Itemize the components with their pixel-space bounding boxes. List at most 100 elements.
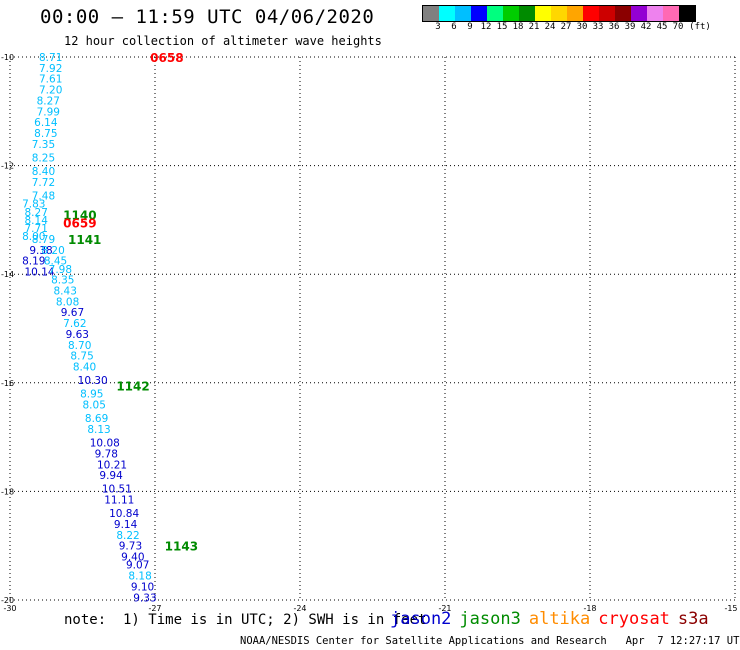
credit-line: NOAA/NESDIS Center for Satellite Applica… [240, 635, 740, 647]
wave-height-value: 8.27 [25, 207, 48, 219]
wave-height-value: 8.27 [37, 95, 60, 107]
wave-height-value: 9.73 [119, 541, 142, 553]
pass-time-label: 0658 [150, 51, 183, 65]
wave-height-value: 8.45 [44, 256, 67, 268]
wave-height-value: 9.78 [95, 448, 118, 460]
scale-swatch [551, 6, 567, 21]
scale-label: 39 [624, 22, 636, 32]
scale-swatch [455, 6, 471, 21]
wave-height-value: 9.94 [99, 470, 123, 482]
wave-height-value: 10.14 [25, 266, 55, 278]
lon-tick-label: -18 [583, 604, 596, 613]
lon-tick-label: -30 [3, 604, 16, 613]
wave-height-value: 10.30 [78, 375, 108, 387]
wave-height-value: 9.10 [131, 581, 154, 593]
scale-label: 21 [528, 22, 540, 32]
scale-swatch [679, 6, 695, 21]
wave-height-value: 9.40 [121, 552, 144, 564]
scale-swatch [503, 6, 519, 21]
wave-height-value: 8.79 [32, 234, 55, 246]
scale-swatch [615, 6, 631, 21]
wave-height-value: 7.72 [32, 177, 55, 189]
wave-height-value: 7.61 [39, 74, 62, 86]
scale-swatch [567, 6, 583, 21]
map-subtitle: 12 hour collection of altimeter wave hei… [64, 34, 382, 48]
wave-height-points: 8.717.927.617.208.277.996.148.757.358.25… [22, 52, 157, 604]
lat-tick-label: -10 [1, 53, 14, 62]
wave-height-value: 8.95 [80, 389, 103, 401]
wave-height-value: 10.84 [109, 508, 139, 520]
scale-swatch [423, 6, 439, 21]
wave-height-value: 8.75 [70, 351, 93, 363]
wave-height-value: 9.38 [29, 245, 52, 257]
scale-label: 15 [496, 22, 508, 32]
lon-tick-label: -21 [438, 604, 451, 613]
scale-swatch [647, 6, 663, 21]
pass-time-label: 1140 [63, 208, 96, 222]
wave-height-value: 7.48 [32, 190, 55, 202]
legend-jason2: jason2 [390, 609, 452, 629]
pass-time-label: 1143 [165, 540, 198, 554]
lon-tick-label: -15 [724, 604, 737, 613]
pass-time-label: 0659 [63, 217, 96, 231]
scale-label: 33 [592, 22, 604, 32]
wave-height-value: 7.35 [32, 139, 55, 151]
scale-label: 70 [672, 22, 684, 32]
lat-tick-label: -18 [1, 487, 14, 496]
legend-jason3: jason3 [459, 609, 521, 629]
lat-tick-label: -20 [1, 596, 14, 605]
wave-height-value: 10.08 [90, 438, 120, 450]
lat-tick-label: -12 [1, 162, 14, 171]
scale-swatch [487, 6, 503, 21]
map-title: 00:00 — 11:59 UTC 04/06/2020 [40, 6, 375, 28]
footer-note: note: 1) Time is in UTC; 2) SWH is in fe… [64, 612, 427, 628]
satellite-legend: jason2 jason3 altika cryosat s3a [390, 609, 717, 629]
scale-swatch [599, 6, 615, 21]
lon-tick-label: -27 [148, 604, 161, 613]
scale-label: 27 [560, 22, 572, 32]
wave-height-value: 7.99 [37, 106, 60, 118]
lat-tick-label: -14 [1, 270, 14, 279]
scale-swatch [519, 6, 535, 21]
scale-label: 9 [467, 22, 473, 32]
pass-time-label: 1141 [68, 233, 101, 247]
wave-height-value: 8.20 [41, 245, 64, 257]
wave-height-value: 11.11 [104, 495, 134, 507]
scale-swatch [471, 6, 487, 21]
scale-label: 6 [451, 22, 457, 32]
wave-height-value: 8.69 [85, 413, 108, 425]
wave-height-value: 8.40 [32, 166, 55, 178]
wave-height-value: 7.92 [39, 63, 62, 75]
lat-tick-label: -16 [1, 379, 14, 388]
wave-height-value: 7.20 [39, 85, 62, 97]
wave-height-value: 8.71 [39, 52, 62, 64]
scale-label: 3 [435, 22, 441, 32]
map-grid [9, 56, 736, 601]
wave-height-value: 6.14 [34, 117, 58, 129]
scale-swatch [583, 6, 599, 21]
scale-label: 36 [608, 22, 620, 32]
legend-cryosat: cryosat [598, 609, 670, 629]
scale-label: 30 [576, 22, 588, 32]
wave-height-value: 8.22 [116, 530, 139, 542]
wave-height-value: 9.33 [133, 592, 156, 604]
legend-s3a: s3a [677, 609, 709, 629]
wave-height-value: 7.62 [63, 318, 86, 330]
wave-height-value: 8.18 [128, 571, 151, 583]
scale-label: 12 [480, 22, 492, 32]
scale-label: (ft) [689, 22, 711, 32]
wave-height-color-scale [422, 5, 696, 22]
wave-height-value: 8.14 [25, 215, 49, 227]
scale-swatch [535, 6, 551, 21]
wave-height-value: 9.67 [61, 307, 84, 319]
wave-height-value: 8.35 [51, 275, 74, 287]
wave-height-value: 8.43 [54, 285, 77, 297]
scale-swatch [631, 6, 647, 21]
scale-label: 24 [544, 22, 556, 32]
scale-swatch [439, 6, 455, 21]
wave-height-value: 8.19 [22, 256, 45, 268]
wave-height-value: 7.71 [25, 223, 48, 235]
wave-height-value: 10.51 [102, 484, 132, 496]
